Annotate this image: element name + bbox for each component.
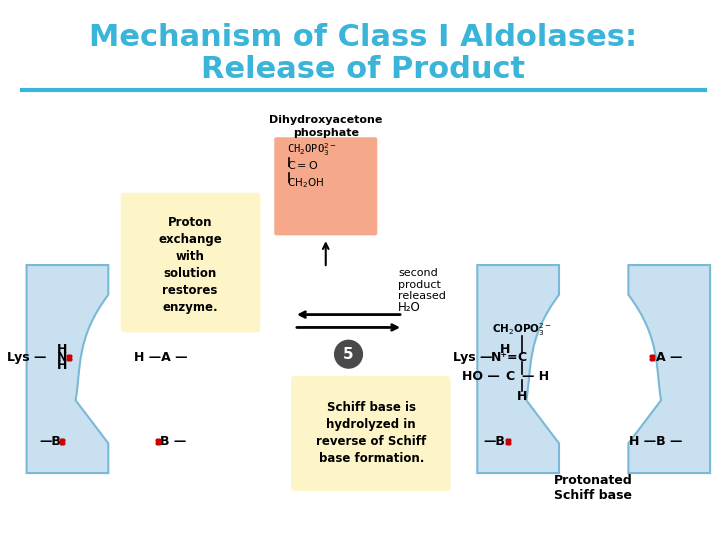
Text: N⁺=: N⁺= — [491, 350, 519, 363]
FancyBboxPatch shape — [274, 137, 377, 235]
Text: H: H — [500, 343, 510, 356]
Text: — H: — H — [522, 370, 549, 383]
Text: Mechanism of Class I Aldolases:: Mechanism of Class I Aldolases: — [89, 23, 637, 52]
PathPatch shape — [629, 265, 710, 473]
Text: H: H — [57, 343, 68, 356]
Text: CH$_2$OPO$_3^{2-}$: CH$_2$OPO$_3^{2-}$ — [287, 141, 337, 158]
Text: H: H — [517, 390, 527, 403]
Text: A —: A — — [656, 350, 682, 363]
Text: Lys —: Lys — — [453, 350, 492, 363]
Text: H₂O: H₂O — [398, 301, 420, 314]
Text: N: N — [57, 350, 68, 363]
Text: H —A —: H —A — — [134, 350, 187, 363]
Text: Dihydroxyacetone
phosphate: Dihydroxyacetone phosphate — [269, 115, 382, 138]
Text: CH$_2$OH: CH$_2$OH — [287, 176, 324, 190]
Text: B —: B — — [161, 435, 186, 448]
PathPatch shape — [27, 265, 108, 473]
Text: C: C — [505, 370, 515, 383]
Text: second
product
released: second product released — [398, 268, 446, 301]
Text: C: C — [517, 350, 526, 363]
Text: Protonated
Schiff base: Protonated Schiff base — [554, 474, 633, 502]
Text: CH$_2$OPO$_3^{2-}$: CH$_2$OPO$_3^{2-}$ — [492, 321, 552, 338]
PathPatch shape — [477, 265, 559, 473]
Text: —B: —B — [40, 435, 61, 448]
Text: HO —: HO — — [462, 370, 500, 383]
FancyBboxPatch shape — [121, 193, 261, 333]
Text: —B: —B — [483, 435, 505, 448]
Text: 5: 5 — [343, 347, 354, 362]
FancyBboxPatch shape — [291, 376, 451, 491]
Text: C$=$O: C$=$O — [287, 159, 319, 171]
Text: H —B —: H —B — — [629, 435, 683, 448]
Text: Release of Product: Release of Product — [202, 56, 526, 84]
Text: Schiff base is
hydrolyzed in
reverse of Schiff
base formation.: Schiff base is hydrolyzed in reverse of … — [316, 401, 426, 465]
Text: Lys —: Lys — — [7, 350, 46, 363]
Circle shape — [335, 340, 362, 368]
Text: H: H — [57, 359, 68, 372]
Text: Proton
exchange
with
solution
restores
enzyme.: Proton exchange with solution restores e… — [158, 216, 222, 314]
